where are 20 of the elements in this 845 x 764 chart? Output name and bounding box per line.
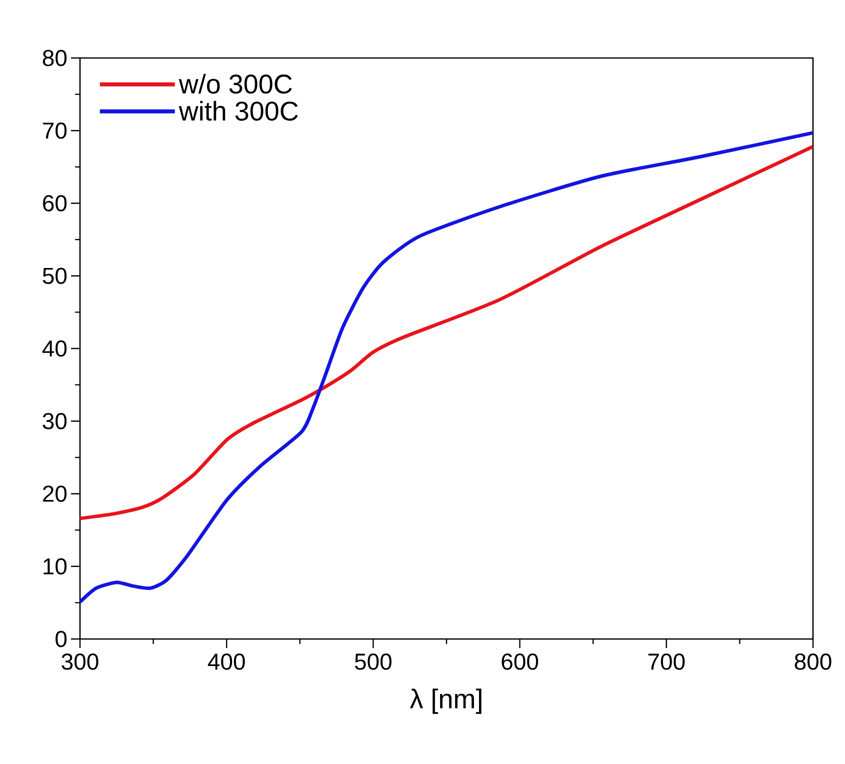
x-tick-label: 800 [794, 654, 832, 670]
y-tick-label: 40 [42, 340, 67, 357]
x-tick-label: 600 [502, 654, 538, 670]
line-series [80, 131, 814, 604]
y-tick-label: 50 [42, 268, 67, 284]
y-tick-label: 80 [42, 50, 67, 66]
x-tick-label: 400 [208, 654, 245, 670]
x-tick-label: 500 [354, 654, 392, 670]
y-tick-label: 30 [42, 412, 67, 430]
y-tick-label: 10 [44, 558, 67, 575]
y-tick-label: 60 [43, 195, 67, 212]
line-series [80, 144, 814, 520]
x-tick-label: 300 [62, 654, 98, 670]
y-tick-label: 0 [56, 630, 67, 648]
y-tick-label: 20 [43, 486, 67, 502]
x-axis-title: λ [nm] [410, 688, 482, 714]
y-tick-label: 70 [43, 122, 67, 139]
x-tick-label: 700 [648, 654, 685, 670]
legend-label: w/o 300C [178, 74, 292, 94]
legend-label: with 300C [178, 100, 298, 121]
